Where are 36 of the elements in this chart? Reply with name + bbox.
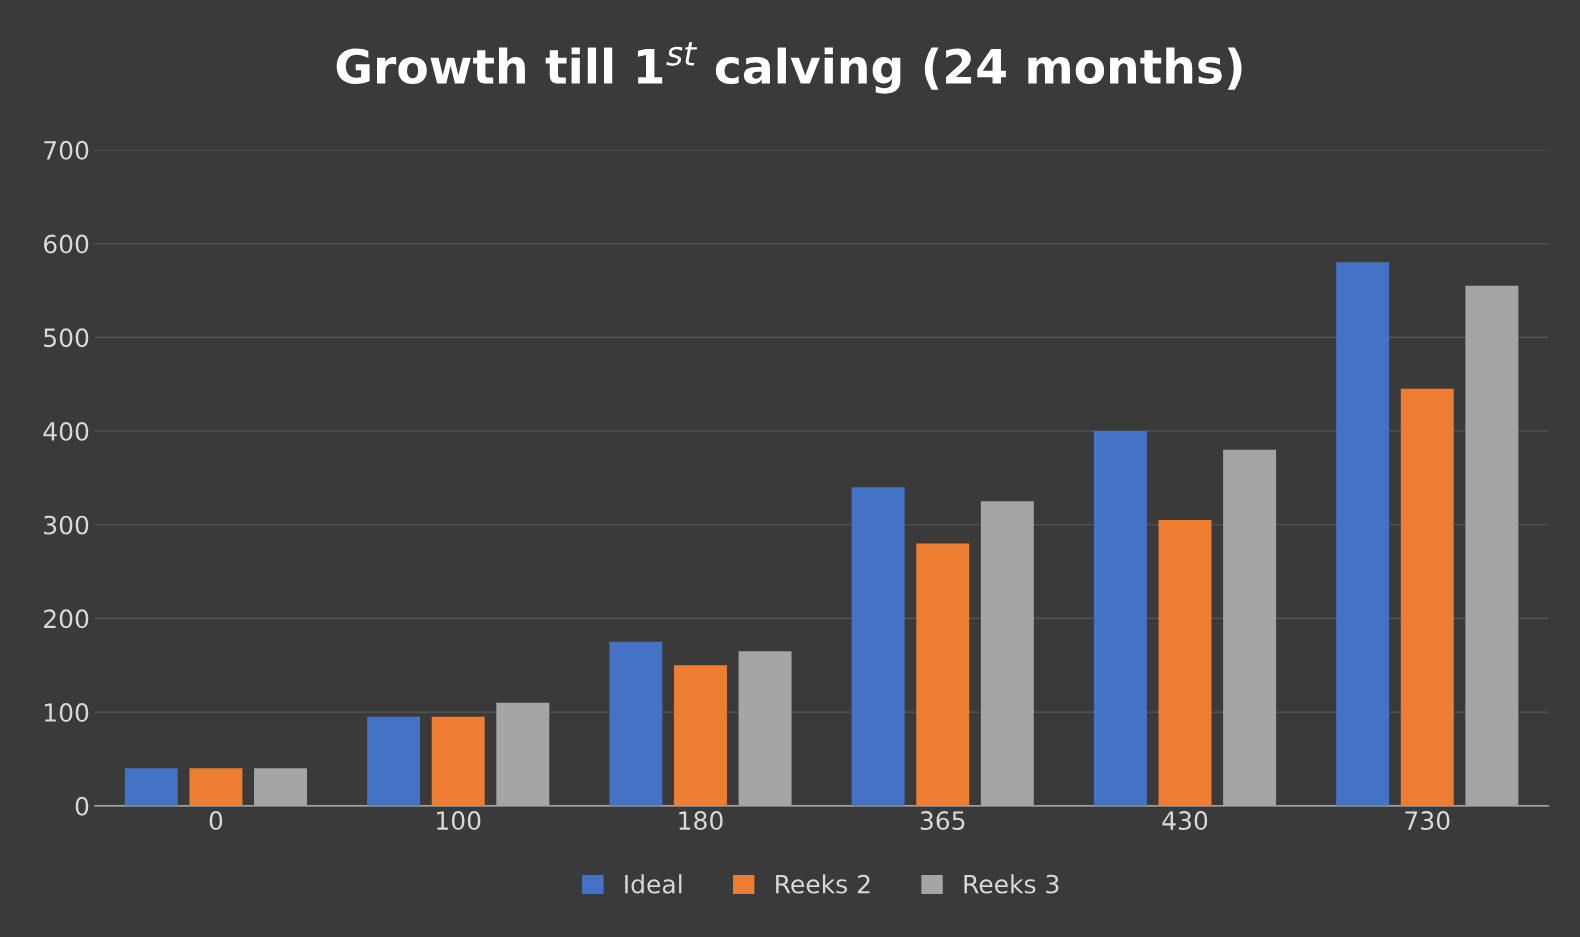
chart-title: Growth till 1$^{st}$ calving (24 months) [336,42,1242,94]
y-tick-label: 200 [44,609,89,629]
bar [189,768,243,806]
x-tick-label: 430 [1162,811,1208,831]
y-tick-label: 400 [43,421,89,441]
y-tick-label: 0 [75,796,89,816]
bar [1093,431,1147,806]
bar [609,641,663,806]
bar [496,702,550,806]
bar [738,651,792,806]
y-tick-label: 700 [44,140,89,160]
bar [673,665,727,806]
bar [1158,520,1212,806]
x-tick-label: 365 [920,811,965,831]
legend-label: Ideal [625,874,682,894]
bar [254,768,308,806]
legend-label: Reeks 2 [776,874,870,894]
bar [916,543,970,806]
y-tick-label: 600 [43,234,89,254]
bar [980,501,1034,806]
x-tick-label: 100 [437,811,481,831]
bar [124,768,178,806]
legend-label: Reeks 3 [964,874,1059,894]
y-tick-label: 100 [44,703,89,722]
y-tick-label: 300 [44,515,89,535]
x-tick-label: 180 [679,811,723,831]
y-tick-label: 500 [44,328,89,348]
bar [367,716,421,806]
bar [1400,388,1454,806]
bar [1465,285,1519,806]
bar [1223,449,1277,806]
x-tick-label: 0 [209,811,223,831]
bar [851,487,905,806]
bar [1336,262,1390,806]
bar [431,716,485,806]
x-tick-label: 730 [1405,811,1450,831]
